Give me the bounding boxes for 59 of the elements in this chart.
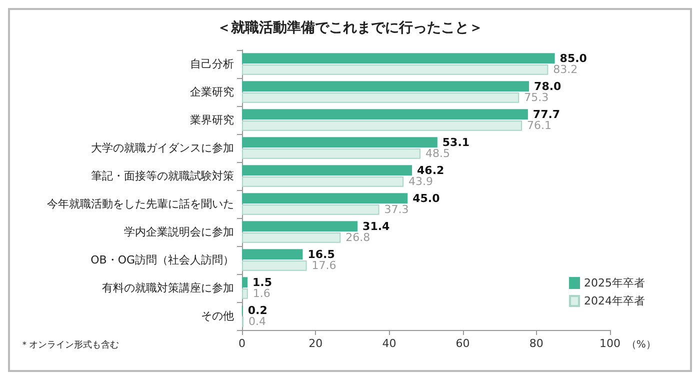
bar — [242, 165, 412, 176]
data-label: 43.9 — [408, 175, 434, 188]
data-label: 78.0 — [534, 80, 562, 93]
legend-label: 2024年卒者 — [584, 294, 646, 308]
y-tick-label: 筆記・面接等の就職試験対策 — [91, 170, 234, 182]
y-tick-label: 業界研究 — [190, 114, 234, 126]
y-tick-label: 学内企業説明会に参加 — [124, 226, 234, 238]
data-label: 48.5 — [425, 147, 450, 160]
x-tick-label: 60 — [456, 337, 470, 350]
data-label: 75.3 — [524, 91, 549, 104]
data-label: 1.6 — [252, 287, 270, 300]
y-tick-label: その他 — [201, 310, 234, 322]
data-label: 1.5 — [252, 276, 272, 289]
bar — [242, 193, 408, 204]
y-tick-label: 今年就職活動をした先輩に話を聞いた — [47, 198, 234, 210]
data-label: 46.2 — [417, 164, 444, 177]
data-label: 0.2 — [248, 304, 268, 317]
bar — [242, 176, 404, 187]
chart-title: ＜就職活動準備でこれまでに行ったこと＞ — [217, 19, 483, 36]
bar — [242, 232, 341, 243]
data-label: 26.8 — [346, 231, 370, 244]
data-label: 16.5 — [308, 248, 335, 261]
bar — [242, 277, 248, 288]
bar — [242, 53, 555, 64]
legend-label: 2025年卒者 — [584, 276, 646, 290]
bar — [242, 81, 530, 92]
bar — [242, 260, 307, 271]
x-tick-label: 20 — [308, 337, 323, 350]
bar — [242, 137, 438, 148]
y-tick-label: 大学の就職ガイダンスに参加 — [91, 142, 234, 154]
bar — [242, 249, 303, 260]
y-tick-label: 有料の就職対策講座に参加 — [102, 282, 234, 294]
bar — [242, 204, 380, 215]
bar — [242, 120, 522, 131]
bar — [242, 109, 528, 120]
data-label: 31.4 — [362, 220, 390, 233]
bar — [242, 288, 248, 299]
x-tick-label: 100 — [600, 337, 620, 350]
data-label: 45.0 — [412, 192, 440, 205]
data-label: 76.1 — [527, 119, 552, 132]
data-label: 83.2 — [553, 63, 578, 76]
y-tick-label: OB・OG訪問（社会人訪問） — [90, 254, 234, 266]
data-label: 0.4 — [248, 315, 266, 328]
data-label: 53.1 — [442, 136, 470, 149]
x-tick-label: 80 — [529, 337, 544, 350]
y-tick-label: 自己分析 — [190, 58, 234, 70]
x-axis-title: （%） — [626, 340, 656, 350]
x-tick-label: 40 — [382, 337, 396, 350]
bar — [242, 148, 420, 159]
data-label: 17.6 — [312, 259, 336, 272]
data-label: 37.3 — [384, 203, 409, 216]
data-label: 77.7 — [532, 108, 560, 121]
y-tick-label: 企業研究 — [190, 86, 234, 98]
x-tick-label: 0 — [238, 337, 246, 350]
bar — [242, 221, 358, 232]
data-label: 85.0 — [560, 52, 588, 65]
bar — [242, 64, 548, 75]
bar — [242, 92, 520, 103]
text: ＊オンライン形式も含む — [20, 340, 119, 350]
